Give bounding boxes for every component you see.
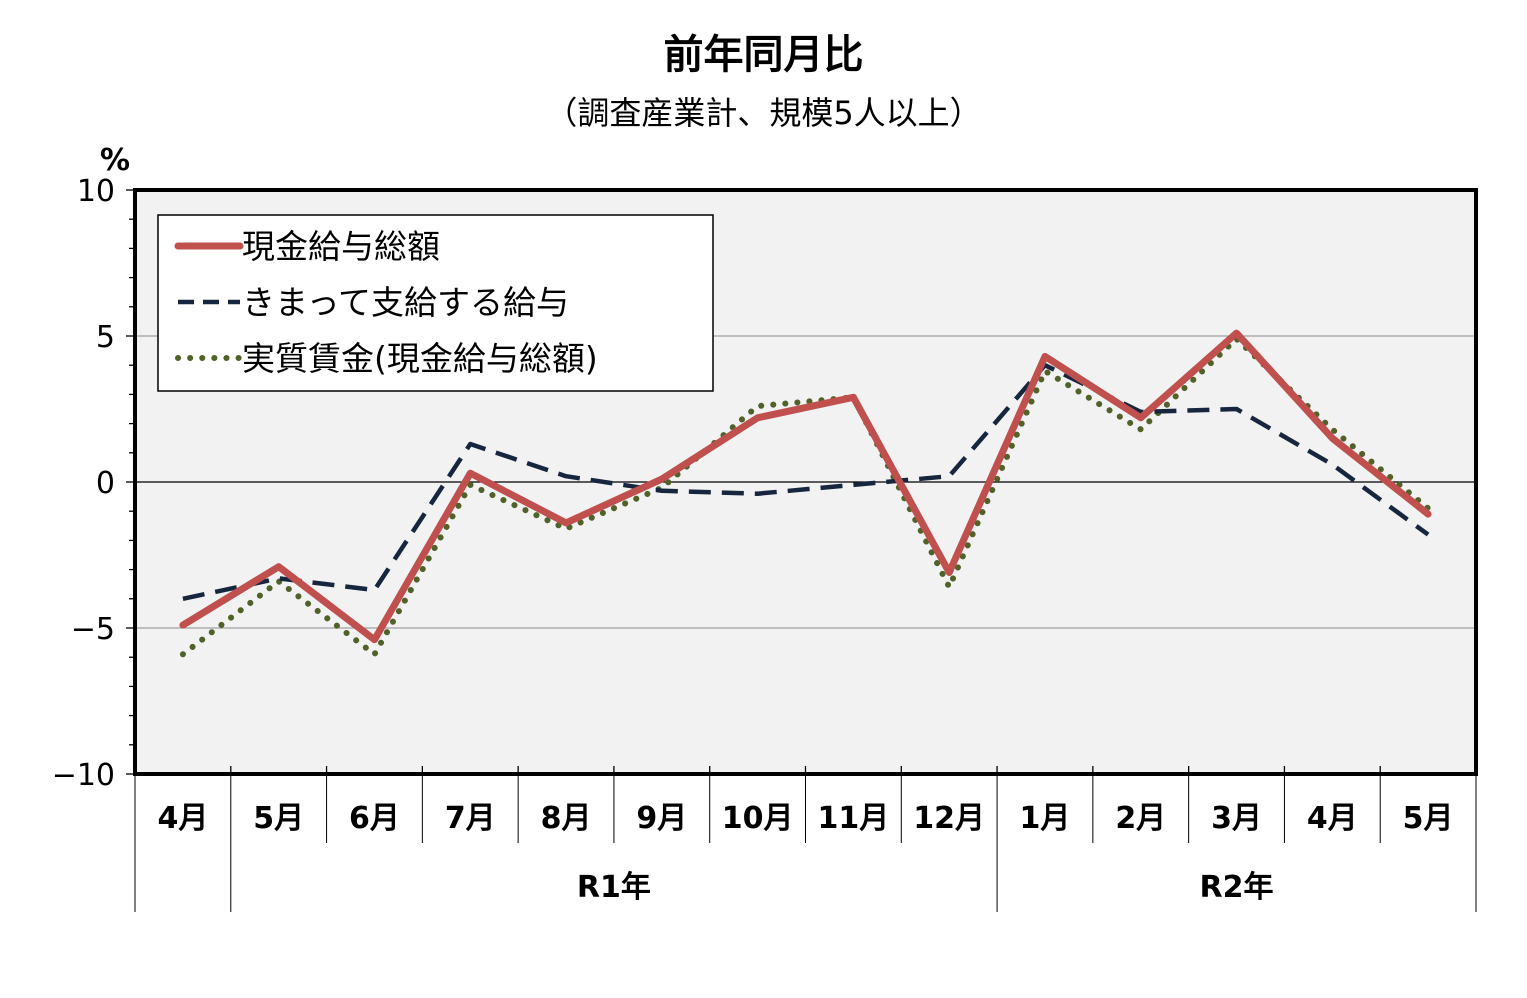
series-line-3 [179, 335, 1432, 658]
x-category-label: 12月 [913, 801, 985, 836]
legend-label: 実質賃金(現金給与総額) [242, 339, 598, 378]
series-line-1 [179, 329, 1432, 644]
x-category-label: 3月 [1211, 801, 1262, 836]
y-tick-label: −10 [52, 758, 115, 793]
x-category-label: 7月 [445, 801, 496, 836]
x-category-label: 5月 [1403, 801, 1454, 836]
series-line-2 [182, 362, 1430, 602]
series-layer [179, 329, 1432, 658]
x-category-label: 10月 [722, 801, 794, 836]
x-category-label: 4月 [1307, 801, 1358, 836]
y-tick-label: 5 [96, 320, 115, 355]
y-tick-label: 10 [77, 174, 115, 209]
y-tick-label: −5 [71, 612, 115, 647]
x-category-label: 9月 [636, 801, 687, 836]
x-category-label: 1月 [1020, 801, 1071, 836]
x-category-label: 8月 [541, 801, 592, 836]
legend-label: きまって支給する給与 [242, 283, 569, 322]
legend-label: 現金給与総額 [242, 227, 440, 266]
x-category-label: 5月 [253, 801, 304, 836]
x-category-label: 6月 [349, 801, 400, 836]
x-category-label: 2月 [1115, 801, 1166, 836]
legend-box [157, 214, 714, 392]
axis-layer: 10 5 0 −5 −10 4月 5月 6月 7月 8月 9月 10月 11月 12月 1月 2月 3月 4月 5月… [52, 174, 1477, 912]
chart-subtitle: （調査産業計、規模5人以上） [545, 94, 982, 132]
y-tick-label: 0 [96, 466, 115, 501]
x-category-label: 4月 [157, 801, 208, 836]
x-group-label: R2年 [1200, 870, 1274, 905]
x-group-label: R1年 [577, 870, 651, 905]
chart-title: 前年同月比 [663, 32, 864, 78]
y-axis-unit: % [100, 143, 130, 178]
x-category-label: 11月 [818, 801, 890, 836]
